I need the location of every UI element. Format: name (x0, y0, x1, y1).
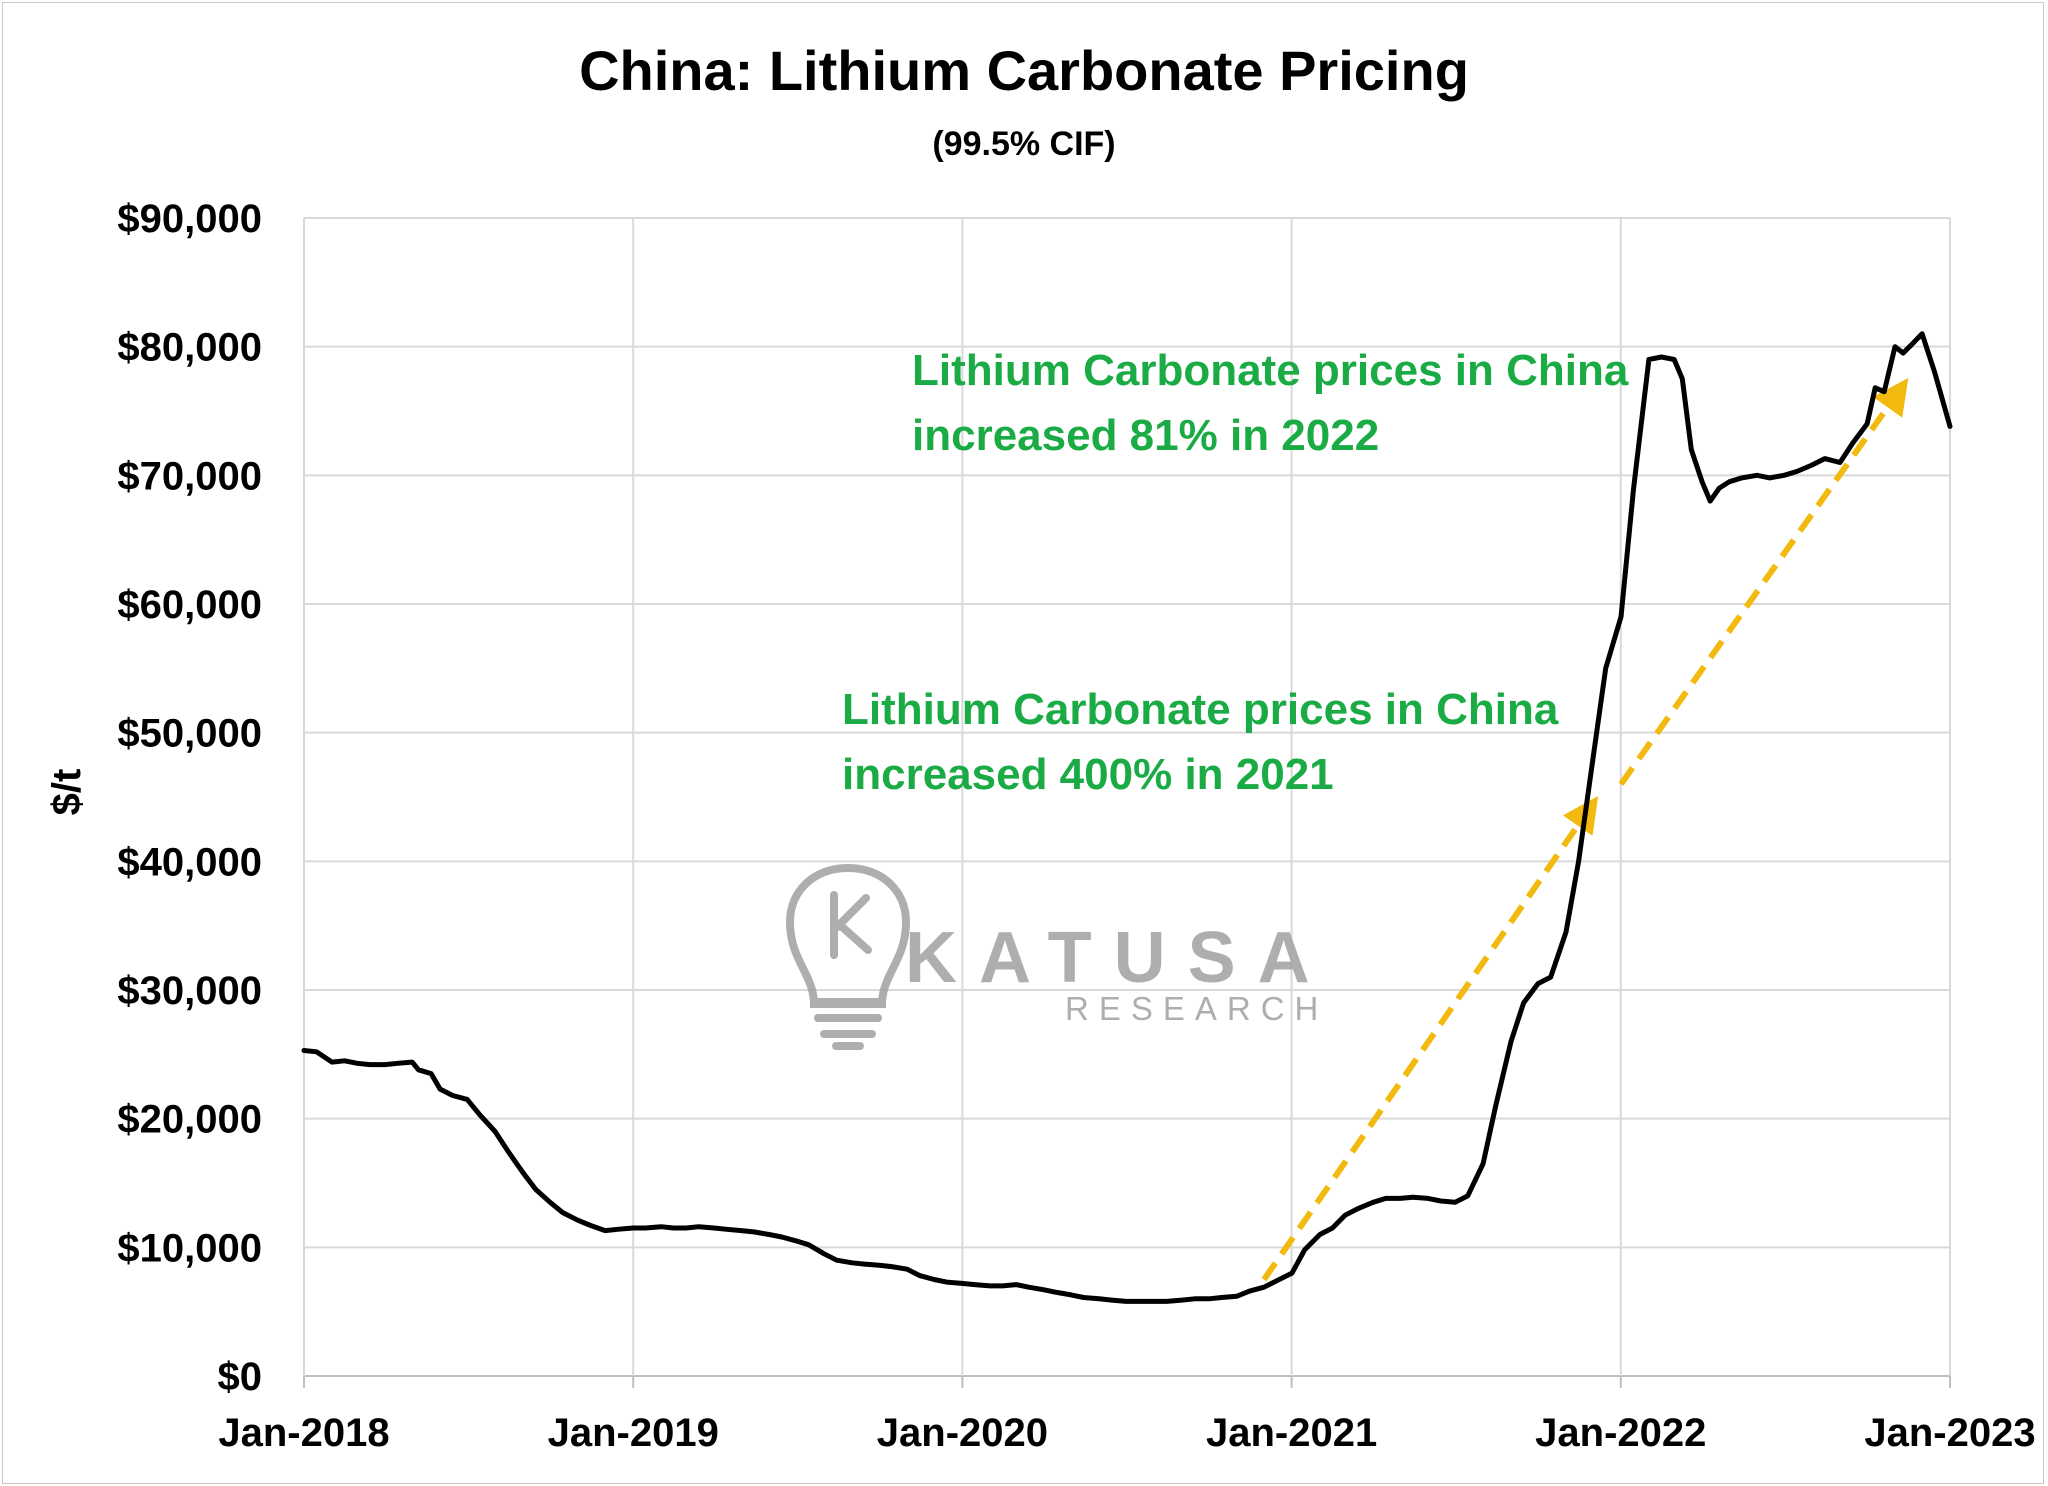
gridlines (303, 217, 1951, 1388)
katusa-watermark: KATUSA RESEARCH (785, 863, 1332, 1050)
annotation-2022-line-2: increased 81% in 2022 (912, 411, 1379, 460)
y-tick-label: $70,000 (117, 454, 262, 498)
trend-arrow (1618, 377, 1909, 786)
x-tick-label: Jan-2021 (1206, 1411, 1377, 1455)
trend-arrows (1261, 377, 1909, 1282)
annotation-2021: Lithium Carbonate prices in China increa… (842, 685, 1559, 799)
x-tick-label: Jan-2020 (877, 1411, 1048, 1455)
chart-subtitle: (99.5% CIF) (932, 125, 1115, 163)
y-tick-label: $0 (218, 1355, 263, 1399)
annotation-2021-line-1: Lithium Carbonate prices in China (842, 685, 1559, 734)
x-axis-ticks: Jan-2018 Jan-2019 Jan-2020 Jan-2021 Jan-2022… (218, 1411, 2035, 1455)
chart-title: China: Lithium Carbonate Pricing (579, 39, 1469, 102)
x-tick-label: Jan-2019 (548, 1411, 719, 1455)
watermark-tagline: RESEARCH (1065, 990, 1328, 1027)
lightbulb-icon (785, 863, 911, 1050)
annotation-2021-line-2: increased 400% in 2021 (842, 750, 1334, 799)
y-tick-label: $60,000 (117, 583, 262, 627)
y-tick-label: $50,000 (117, 712, 262, 756)
y-tick-label: $90,000 (117, 197, 262, 241)
annotation-2022-line-1: Lithium Carbonate prices in China (912, 346, 1629, 395)
y-tick-label: $20,000 (117, 1098, 262, 1142)
x-tick-label: Jan-2018 (218, 1411, 389, 1455)
series-line (301, 331, 1953, 1304)
watermark-name: KATUSA (905, 918, 1332, 998)
y-axis-ticks: $0 $10,000 $20,000 $30,000 $40,000 $50,000 $60… (117, 197, 262, 1399)
y-axis-label: $/t (45, 769, 89, 816)
annotation-2022: Lithium Carbonate prices in China increa… (912, 346, 1629, 460)
y-tick-label: $80,000 (117, 326, 262, 370)
trend-arrow (1261, 796, 1599, 1282)
y-tick-label: $10,000 (117, 1226, 262, 1270)
x-tick-label: Jan-2022 (1535, 1411, 1706, 1455)
y-tick-label: $40,000 (117, 840, 262, 884)
y-tick-label: $30,000 (117, 969, 262, 1013)
x-tick-label: Jan-2023 (1864, 1411, 2035, 1455)
